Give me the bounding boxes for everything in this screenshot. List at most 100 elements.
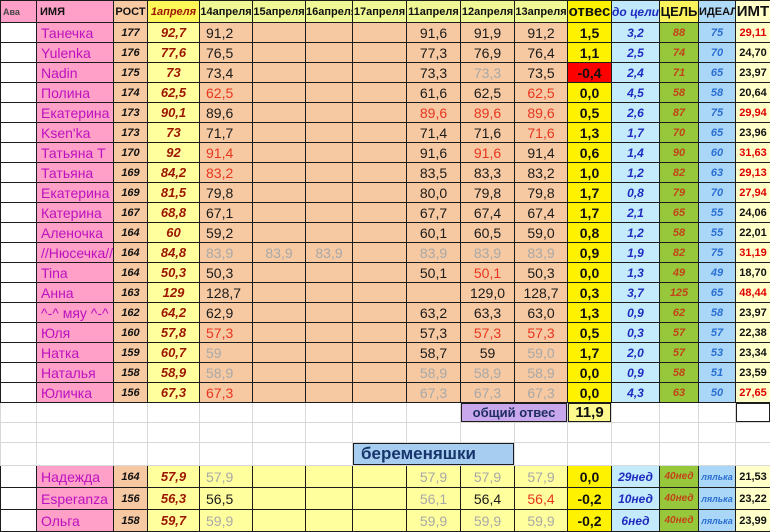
cell-goal[interactable]: 65: [660, 203, 699, 223]
cell-otves[interactable]: 1,1: [568, 43, 612, 63]
col-apr16[interactable]: 16апреля: [306, 1, 353, 23]
cell-ideal[interactable]: 51: [699, 363, 736, 383]
cell-apr14[interactable]: 89,6: [200, 103, 253, 123]
cell-goal[interactable]: 88: [660, 23, 699, 43]
cell-apr14[interactable]: 62,5: [200, 83, 253, 103]
cell-bmi[interactable]: 21,53: [736, 466, 770, 488]
cell-apr15[interactable]: [253, 303, 306, 323]
cell-apr13[interactable]: 59,0: [515, 223, 568, 243]
cell-apr15[interactable]: [253, 363, 306, 383]
cell-name[interactable]: ^-^ мяу ^-^: [37, 303, 114, 323]
cell-height[interactable]: 174: [114, 83, 148, 103]
cell-ideal[interactable]: 55: [699, 223, 736, 243]
cell-apr15[interactable]: [253, 203, 306, 223]
cell-otves[interactable]: 1,7: [568, 203, 612, 223]
cell-apr14[interactable]: 91,2: [200, 23, 253, 43]
cell-ideal[interactable]: 65: [699, 123, 736, 143]
cell-apr11[interactable]: 71,4: [407, 123, 461, 143]
cell-to-goal[interactable]: 6нед: [612, 510, 660, 532]
cell-apr17[interactable]: [353, 83, 407, 103]
cell-apr17[interactable]: [353, 488, 407, 510]
cell-to-goal[interactable]: 1,9: [612, 243, 660, 263]
cell-goal[interactable]: 57: [660, 343, 699, 363]
cell-apr11[interactable]: 91,6: [407, 143, 461, 163]
cell-bmi[interactable]: 20,64: [736, 83, 770, 103]
cell-goal[interactable]: 70: [660, 123, 699, 143]
cell-apr16[interactable]: [306, 103, 353, 123]
cell-apr12[interactable]: 71,6: [461, 123, 515, 143]
cell-bmi[interactable]: 22,38: [736, 323, 770, 343]
cell-name[interactable]: Татьяна: [37, 163, 114, 183]
col-ideal[interactable]: ИДЕАЛ: [699, 1, 736, 23]
cell-name[interactable]: Ksen'ka: [37, 123, 114, 143]
cell-apr13[interactable]: 83,9: [515, 243, 568, 263]
cell-ideal[interactable]: 58: [699, 303, 736, 323]
cell-height[interactable]: 170: [114, 143, 148, 163]
cell-apr13[interactable]: 73,5: [515, 63, 568, 83]
cell-apr16[interactable]: [306, 488, 353, 510]
cell-apr11[interactable]: 50,1: [407, 263, 461, 283]
cell-bmi[interactable]: 23,34: [736, 343, 770, 363]
cell-to-goal[interactable]: 1,4: [612, 143, 660, 163]
cell-goal[interactable]: 58: [660, 83, 699, 103]
cell-ideal[interactable]: 70: [699, 183, 736, 203]
cell-apr15[interactable]: [253, 343, 306, 363]
cell-apr14[interactable]: 67,3: [200, 383, 253, 403]
cell-goal[interactable]: 40нед: [660, 488, 699, 510]
cell-apr1[interactable]: 73: [148, 63, 200, 83]
cell-height[interactable]: 164: [114, 223, 148, 243]
cell-ideal[interactable]: 58: [699, 83, 736, 103]
cell-apr13[interactable]: 59,0: [515, 343, 568, 363]
cell-to-goal[interactable]: 0,9: [612, 363, 660, 383]
cell-to-goal[interactable]: 3,7: [612, 283, 660, 303]
cell-name[interactable]: Екатерина: [37, 183, 114, 203]
cell-height[interactable]: 167: [114, 203, 148, 223]
cell-apr14[interactable]: 83,9: [200, 243, 253, 263]
cell-apr16[interactable]: 83,9: [306, 243, 353, 263]
cell-apr12[interactable]: 83,3: [461, 163, 515, 183]
cell-apr16[interactable]: [306, 83, 353, 103]
cell-apr11[interactable]: [407, 283, 461, 303]
cell-avatar[interactable]: [1, 466, 37, 488]
cell-bmi[interactable]: 27,65: [736, 383, 770, 403]
cell-apr13[interactable]: 76,4: [515, 43, 568, 63]
cell-apr12[interactable]: 91,9: [461, 23, 515, 43]
cell-goal[interactable]: 82: [660, 243, 699, 263]
cell-goal[interactable]: 40нед: [660, 510, 699, 532]
cell-bmi[interactable]: 23,97: [736, 303, 770, 323]
col-apr11[interactable]: 11апреля: [407, 1, 461, 23]
cell-avatar[interactable]: [1, 283, 37, 303]
cell-height[interactable]: 164: [114, 466, 148, 488]
cell-apr15[interactable]: [253, 83, 306, 103]
cell-apr11[interactable]: 89,6: [407, 103, 461, 123]
cell-apr16[interactable]: [306, 223, 353, 243]
cell-apr15[interactable]: [253, 323, 306, 343]
cell-apr12[interactable]: 60,5: [461, 223, 515, 243]
cell-bmi[interactable]: 23,22: [736, 488, 770, 510]
cell-apr16[interactable]: [306, 363, 353, 383]
cell-apr1[interactable]: 62,5: [148, 83, 200, 103]
cell-apr13[interactable]: 91,4: [515, 143, 568, 163]
cell-avatar[interactable]: [1, 63, 37, 83]
cell-apr14[interactable]: 79,8: [200, 183, 253, 203]
cell-apr17[interactable]: [353, 123, 407, 143]
cell-apr15[interactable]: [253, 510, 306, 532]
cell-apr1[interactable]: 50,3: [148, 263, 200, 283]
cell-apr14[interactable]: 83,2: [200, 163, 253, 183]
cell-bmi[interactable]: 27,94: [736, 183, 770, 203]
cell-name[interactable]: Юля: [37, 323, 114, 343]
cell-otves[interactable]: 1,3: [568, 303, 612, 323]
cell-to-goal[interactable]: 2,5: [612, 43, 660, 63]
cell-apr12[interactable]: 67,3: [461, 383, 515, 403]
cell-bmi[interactable]: 24,70: [736, 43, 770, 63]
cell-apr13[interactable]: 50,3: [515, 263, 568, 283]
summary-value[interactable]: 11,9: [568, 403, 612, 423]
cell-apr14[interactable]: 59,2: [200, 223, 253, 243]
cell-ideal[interactable]: 57: [699, 323, 736, 343]
cell-name[interactable]: Esperanza: [37, 488, 114, 510]
cell-apr17[interactable]: [353, 466, 407, 488]
cell-height[interactable]: 175: [114, 63, 148, 83]
cell-apr1[interactable]: 129: [148, 283, 200, 303]
cell-height[interactable]: 158: [114, 510, 148, 532]
cell-bmi[interactable]: 31,19: [736, 243, 770, 263]
